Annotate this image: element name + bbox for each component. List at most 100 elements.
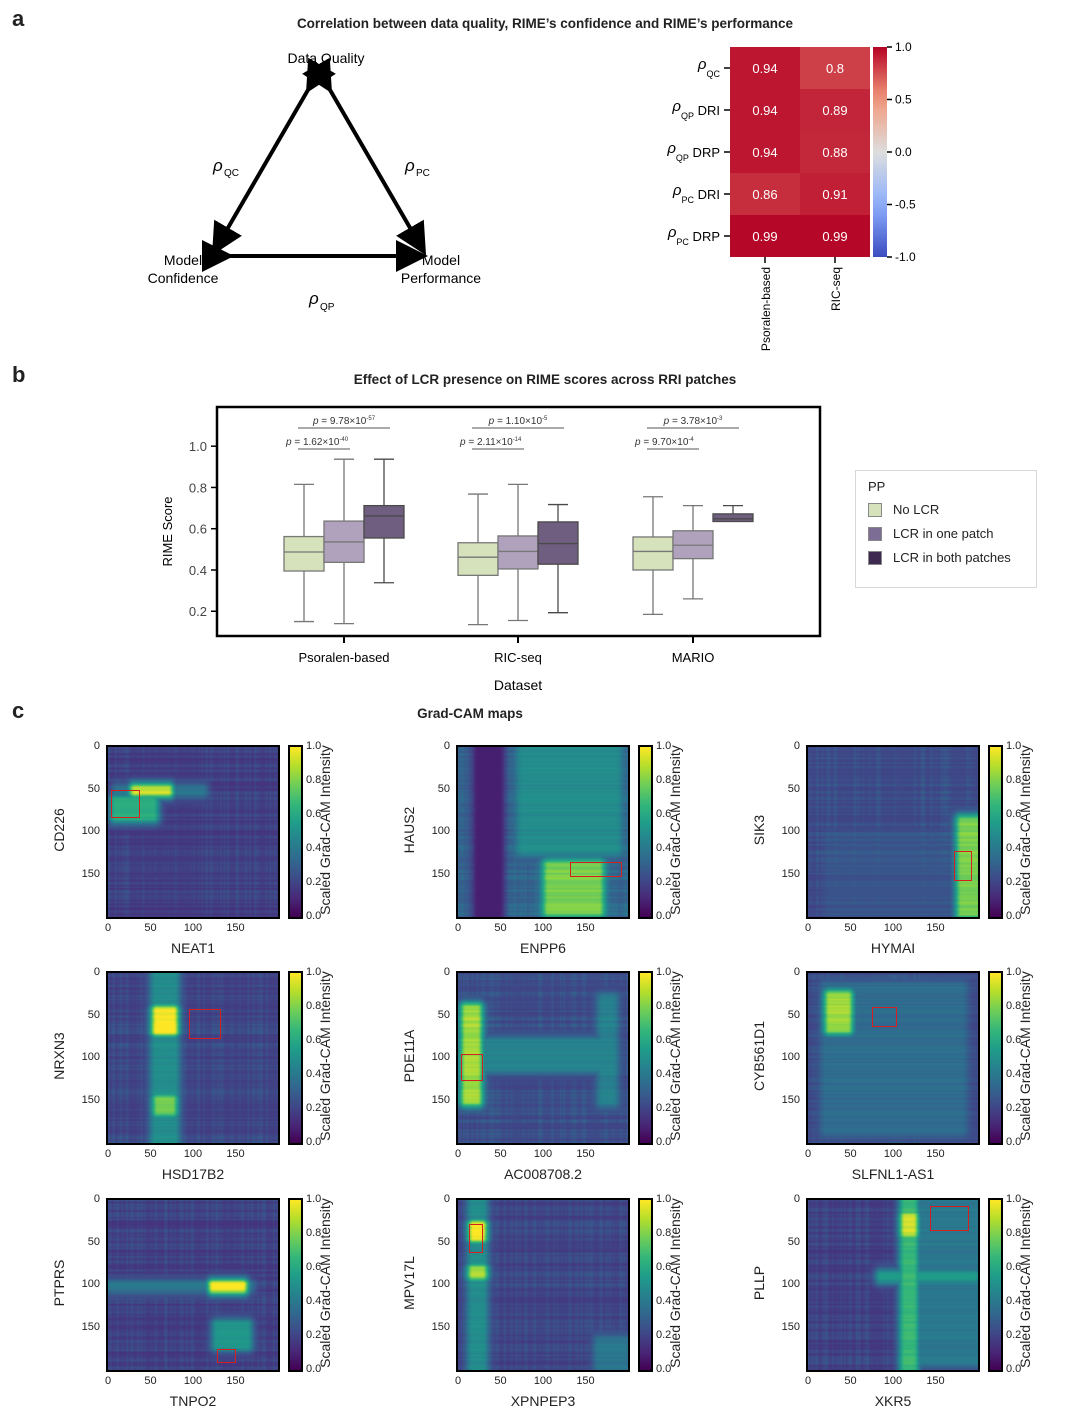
box	[283, 535, 325, 572]
svg-text:QC: QC	[224, 168, 239, 179]
box	[632, 536, 674, 571]
box	[323, 520, 365, 563]
svg-text:PC: PC	[416, 168, 430, 179]
heatmap-cell	[730, 89, 800, 131]
y-tick-label: 0	[793, 966, 800, 978]
colorbar-tick-label: 0.2	[1006, 876, 1022, 888]
col-label: RIC-seq	[829, 267, 843, 311]
y-tick-label: 100	[781, 1278, 800, 1290]
x-axis-label: AC008708.2	[504, 1166, 582, 1182]
colorbar-tick-label: 0.6	[1006, 1034, 1022, 1046]
y-axis-label: HAUS2	[401, 806, 417, 854]
y-tick-label: 0.8	[189, 480, 207, 495]
colorbar-label: Scaled Grad-CAM Intensity	[667, 1198, 683, 1368]
x-tick-label: 0	[454, 1375, 462, 1387]
heatmap-cell-label: 0.91	[822, 187, 847, 202]
gradcam-map: 0 0 50 50 100 100 150 150 HAUS2 ENPP6 1.0 0.8 0.6 0.4…	[390, 730, 730, 958]
gradcam-map: 0 0 50 50 100 100 150 150 NRXN3 HSD17B2 1.0 0.8 0.6 0…	[40, 956, 380, 1184]
row-label-text: ρQP DRI	[671, 98, 720, 121]
x-tick-label: 0	[804, 922, 812, 934]
y-tick-label: 100	[81, 825, 100, 837]
x-tick-label: 50	[844, 922, 857, 934]
node-model-performance-line2: Performance	[401, 270, 481, 286]
heatmap-cell-label: 0.94	[752, 61, 777, 76]
y-tick-label: 0	[443, 966, 450, 978]
colorbar-label: Scaled Grad-CAM Intensity	[317, 745, 333, 915]
heatmap-cell	[730, 47, 800, 89]
heatmap-cell-label: 0.94	[752, 145, 777, 160]
gradcam-heatmap	[806, 745, 980, 919]
y-tick-label: 150	[781, 867, 800, 880]
legend-swatch	[868, 526, 882, 541]
y-tick-label: 150	[81, 1320, 100, 1333]
colorbar-tick-label: 0.0	[895, 145, 912, 159]
svg-text:QP: QP	[320, 302, 335, 313]
col-label: Psoralen-based	[759, 267, 773, 351]
x-tick-label: 0	[104, 1375, 112, 1387]
edge-label-qc: ρ QC	[212, 156, 239, 179]
x-tick-label: 0	[454, 1148, 462, 1160]
colorbar	[638, 1198, 653, 1372]
highlight-box	[110, 789, 141, 818]
x-tick-label: 50	[494, 1148, 507, 1160]
colorbar-tick-label: 0.0	[1006, 910, 1022, 922]
row-label-text: ρPC DRI	[672, 182, 720, 205]
gradcam-heatmap	[106, 745, 280, 919]
colorbar-tick-label: 0.4	[306, 842, 322, 854]
colorbar-tick-label: 0.0	[656, 1136, 672, 1148]
colorbar-tick-label: 0.8	[656, 1227, 672, 1239]
x-tick-label: 100	[533, 1148, 553, 1160]
box	[712, 513, 754, 523]
legend-item-no-lcr: No LCR	[868, 502, 1024, 517]
x-tick-label: 50	[844, 1375, 857, 1387]
heatmap-cell-label: 0.86	[752, 187, 777, 202]
node-model-performance-line1: Model	[422, 252, 460, 268]
gradcam-map: 0 0 50 50 100 100 150 150 CYB561D1 SLFNL1-AS1 1.0 0…	[740, 956, 1080, 1184]
colorbar-tick-label: 0.2	[306, 876, 322, 888]
box	[672, 530, 714, 560]
colorbar	[288, 1198, 303, 1372]
colorbar-label: Scaled Grad-CAM Intensity	[317, 971, 333, 1141]
y-tick-label: 0	[793, 1193, 800, 1205]
gradcam-map: 0 0 50 50 100 100 150 150 SIK3 HYMAI 1.0 0.8 0.6 0.4 0…	[740, 730, 1080, 958]
y-tick-label: 100	[81, 1051, 100, 1063]
x-tick-label: 150	[226, 1148, 245, 1160]
x-tick-label: 0	[804, 1148, 812, 1160]
heatmap-cell-label: 0.99	[752, 229, 777, 244]
box	[497, 535, 539, 570]
colorbar-tick-label: 0.2	[1006, 1102, 1022, 1114]
p-value-label: p = 1.62×10-40	[285, 437, 349, 448]
triangle-diagram: Data Quality Model Confidence Model Perf…	[148, 50, 482, 313]
x-tick-label: 100	[883, 922, 903, 934]
y-axis-label: MPV17L	[401, 1256, 417, 1310]
colorbar-tick-label: 0.8	[1006, 1227, 1022, 1239]
x-tick-label: 50	[144, 922, 157, 934]
colorbar-label: Scaled Grad-CAM Intensity	[1017, 745, 1033, 915]
x-tick-label: 150	[576, 1148, 595, 1160]
legend-item-lcr-both: LCR in both patches	[868, 550, 1024, 565]
colorbar-tick-label: 1.0	[895, 40, 912, 54]
colorbar-tick-label: 0.0	[1006, 1136, 1022, 1148]
colorbar	[638, 971, 653, 1145]
y-tick-label: 150	[431, 1320, 450, 1333]
colorbar-tick-label: 0.6	[656, 808, 672, 820]
x-tick-label: 150	[226, 1375, 245, 1387]
colorbar	[288, 971, 303, 1145]
colorbar-tick-label: 0.2	[656, 876, 672, 888]
row-label: ρPC DRP	[667, 224, 720, 247]
y-tick-label: 100	[431, 1278, 450, 1290]
gradcam-heatmap	[806, 971, 980, 1145]
y-tick-label: 0	[93, 1193, 100, 1205]
highlight-box	[929, 1205, 970, 1232]
legend-swatch	[868, 502, 882, 517]
y-axis-label: PDE11A	[401, 1029, 417, 1083]
colorbar-tick-label: 0.0	[656, 910, 672, 922]
x-tick-label: 150	[926, 922, 945, 934]
y-tick-label: 1.0	[189, 439, 207, 454]
highlight-box	[216, 1348, 237, 1364]
y-tick-label: 0	[793, 740, 800, 752]
y-tick-label: 150	[431, 1093, 450, 1106]
x-axis-label: HSD17B2	[161, 1166, 225, 1182]
panel-a-title: Correlation between data quality, RIME’s…	[296, 16, 794, 31]
heatmap-cell-label: 0.88	[822, 145, 847, 160]
